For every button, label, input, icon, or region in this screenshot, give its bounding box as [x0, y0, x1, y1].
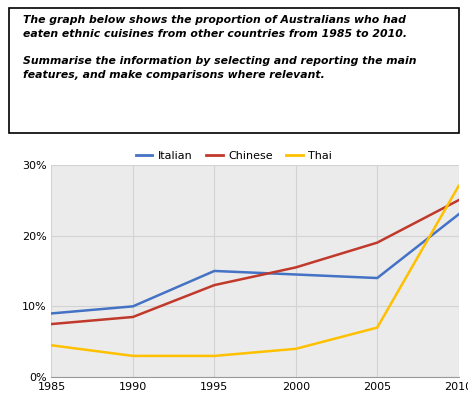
Text: The graph below shows the proportion of Australians who had
eaten ethnic cuisine: The graph below shows the proportion of … — [23, 15, 417, 80]
FancyBboxPatch shape — [9, 8, 459, 133]
Legend: Italian, Chinese, Thai: Italian, Chinese, Thai — [131, 146, 337, 165]
